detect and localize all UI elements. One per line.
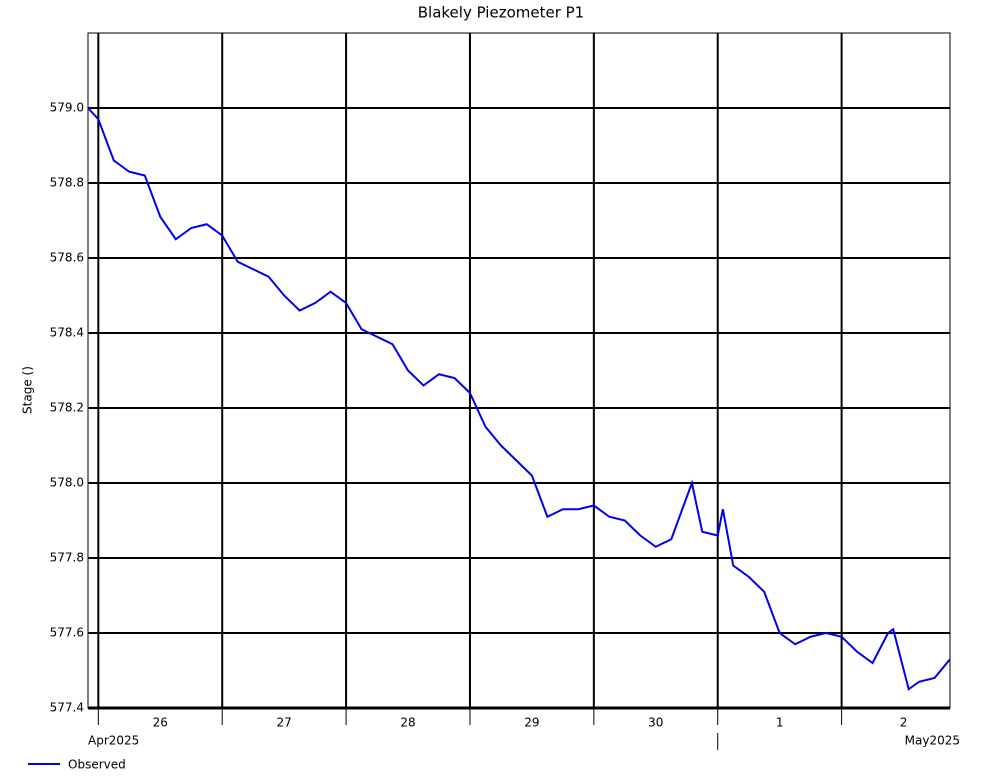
chart-title: Blakely Piezometer P1 (418, 4, 584, 22)
y-tick-label: 578.8 (50, 176, 84, 190)
x-tick-label: 1 (776, 716, 784, 730)
y-tick-label: 577.6 (50, 626, 84, 640)
y-tick-label: 578.0 (50, 476, 84, 490)
y-tick-label: 579.0 (50, 101, 84, 115)
x-tick-label: 29 (524, 716, 539, 730)
x-tick-label: 27 (277, 716, 292, 730)
x-tick-label: 28 (400, 716, 415, 730)
x-tick-label: 30 (648, 716, 663, 730)
x-tick-label: 2 (900, 716, 908, 730)
y-tick-label: 578.4 (50, 326, 84, 340)
y-tick-label: 577.4 (50, 701, 84, 715)
y-tick-label: 578.2 (50, 401, 84, 415)
x-tick-label: 26 (153, 716, 168, 730)
legend-label: Observed (68, 758, 126, 772)
period-label: May2025 (905, 734, 960, 748)
y-axis-label: Stage () (21, 366, 35, 414)
period-label: Apr2025 (88, 734, 139, 748)
data-line (87, 107, 951, 691)
y-tick-label: 578.6 (50, 251, 84, 265)
y-tick-label: 577.8 (50, 551, 84, 565)
